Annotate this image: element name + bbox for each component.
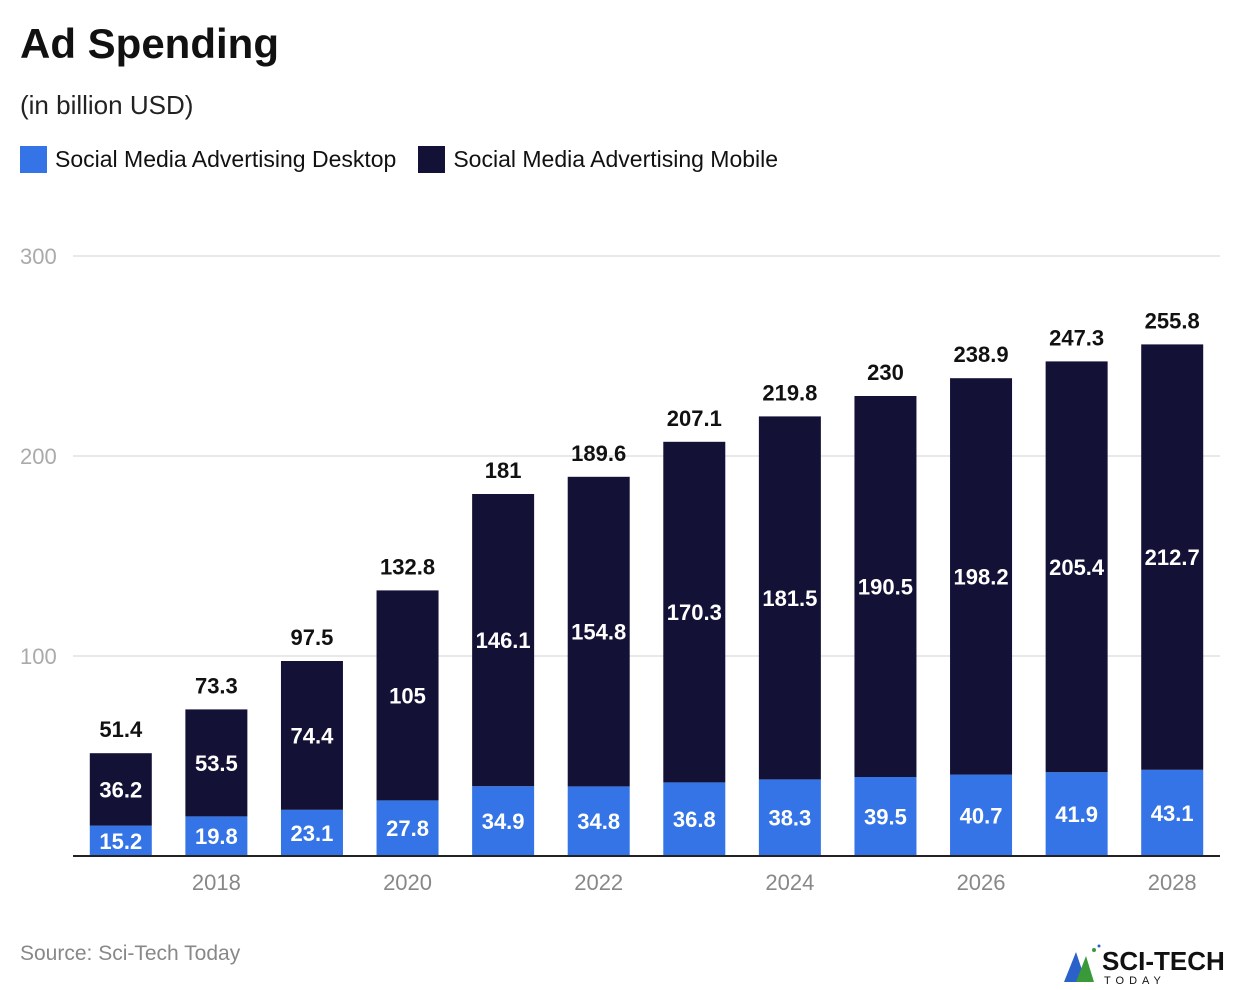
data-label-desktop: 40.7 bbox=[960, 803, 1003, 828]
bar-desktop bbox=[472, 786, 535, 856]
bar-mobile bbox=[663, 441, 726, 783]
bar-mobile bbox=[854, 396, 917, 777]
data-label-total: 219.8 bbox=[762, 380, 817, 405]
bar-desktop bbox=[758, 779, 821, 856]
data-label-mobile: 190.5 bbox=[858, 575, 913, 600]
data-label-desktop: 27.8 bbox=[386, 816, 429, 841]
x-tick-label: 2022 bbox=[574, 870, 623, 895]
bar-desktop bbox=[89, 825, 152, 856]
data-label-desktop: 39.5 bbox=[864, 805, 907, 830]
bar-desktop bbox=[1045, 772, 1108, 856]
x-tick-label: 2028 bbox=[1148, 870, 1197, 895]
bar-desktop bbox=[1141, 769, 1204, 856]
data-label-total: 51.4 bbox=[99, 717, 143, 742]
sci-tech-logo: SCI-TECH TODAY bbox=[1064, 944, 1225, 986]
data-label-desktop: 36.8 bbox=[673, 807, 716, 832]
bar-mobile bbox=[376, 590, 439, 801]
bar-mobile bbox=[567, 476, 630, 787]
x-tick-label: 2018 bbox=[192, 870, 241, 895]
source-note: Source: Sci-Tech Today bbox=[20, 942, 241, 965]
data-label-mobile: 170.3 bbox=[667, 600, 722, 625]
legend: Social Media Advertising Desktop Social … bbox=[20, 146, 778, 173]
data-label-desktop: 19.8 bbox=[195, 824, 238, 849]
data-label-total: 189.6 bbox=[571, 441, 626, 466]
data-label-desktop: 15.2 bbox=[99, 829, 142, 854]
data-label-mobile: 53.5 bbox=[195, 751, 238, 776]
bar-desktop bbox=[950, 774, 1013, 856]
legend-swatch-desktop bbox=[20, 146, 47, 173]
data-label-mobile: 181.5 bbox=[762, 586, 817, 611]
data-label-desktop: 34.8 bbox=[577, 809, 620, 834]
bar-mobile bbox=[1045, 361, 1108, 773]
x-tick-label: 2024 bbox=[765, 870, 814, 895]
svg-text:TODAY: TODAY bbox=[1104, 975, 1166, 986]
data-label-mobile: 105 bbox=[389, 683, 426, 708]
data-label-mobile: 154.8 bbox=[571, 620, 626, 645]
data-label-desktop: 38.3 bbox=[768, 806, 811, 831]
legend-item-mobile: Social Media Advertising Mobile bbox=[418, 146, 778, 173]
data-label-total: 73.3 bbox=[195, 673, 238, 698]
bar-mobile bbox=[1141, 344, 1204, 770]
data-label-desktop: 34.9 bbox=[482, 809, 525, 834]
bar-desktop bbox=[854, 777, 917, 856]
data-label-desktop: 23.1 bbox=[291, 821, 334, 846]
bar-mobile bbox=[89, 753, 152, 826]
bar-mobile bbox=[950, 378, 1013, 775]
chart-subtitle: (in billion USD) bbox=[20, 90, 194, 120]
bar-desktop bbox=[376, 800, 439, 856]
data-label-mobile: 205.4 bbox=[1049, 555, 1105, 580]
svg-text:SCI-TECH: SCI-TECH bbox=[1102, 946, 1225, 976]
bar-desktop bbox=[280, 809, 343, 856]
x-tick-label: 2020 bbox=[383, 870, 432, 895]
data-label-total: 97.5 bbox=[291, 625, 334, 650]
data-label-total: 207.1 bbox=[667, 406, 722, 431]
data-label-mobile: 198.2 bbox=[954, 564, 1009, 589]
data-label-total: 238.9 bbox=[954, 342, 1009, 367]
bar-mobile bbox=[280, 661, 343, 810]
y-tick-label: 100 bbox=[20, 644, 57, 669]
y-tick-label: 200 bbox=[20, 444, 57, 469]
data-label-mobile: 36.2 bbox=[99, 777, 142, 802]
bar-mobile bbox=[185, 709, 248, 817]
bar-desktop bbox=[663, 782, 726, 856]
legend-swatch-mobile bbox=[418, 146, 446, 173]
data-label-mobile: 146.1 bbox=[476, 628, 531, 653]
bar-mobile bbox=[758, 416, 821, 780]
data-label-mobile: 212.7 bbox=[1145, 545, 1200, 570]
legend-label-mobile: Social Media Advertising Mobile bbox=[453, 146, 779, 172]
data-label-total: 132.8 bbox=[380, 554, 435, 579]
data-label-total: 255.8 bbox=[1145, 308, 1200, 333]
data-label-mobile: 74.4 bbox=[291, 723, 335, 748]
x-tick-label: 2026 bbox=[957, 870, 1006, 895]
bar-desktop bbox=[185, 816, 248, 856]
data-label-total: 230 bbox=[867, 360, 904, 385]
y-tick-label: 300 bbox=[20, 244, 57, 269]
legend-item-desktop: Social Media Advertising Desktop bbox=[20, 146, 396, 173]
legend-label-desktop: Social Media Advertising Desktop bbox=[55, 146, 397, 172]
data-label-total: 181 bbox=[485, 458, 522, 483]
bar-desktop bbox=[567, 786, 630, 856]
bar-mobile bbox=[472, 494, 535, 787]
data-label-desktop: 41.9 bbox=[1055, 802, 1098, 827]
data-label-desktop: 43.1 bbox=[1151, 801, 1194, 826]
data-label-total: 247.3 bbox=[1049, 325, 1104, 350]
chart-title: Ad Spending bbox=[20, 20, 279, 67]
